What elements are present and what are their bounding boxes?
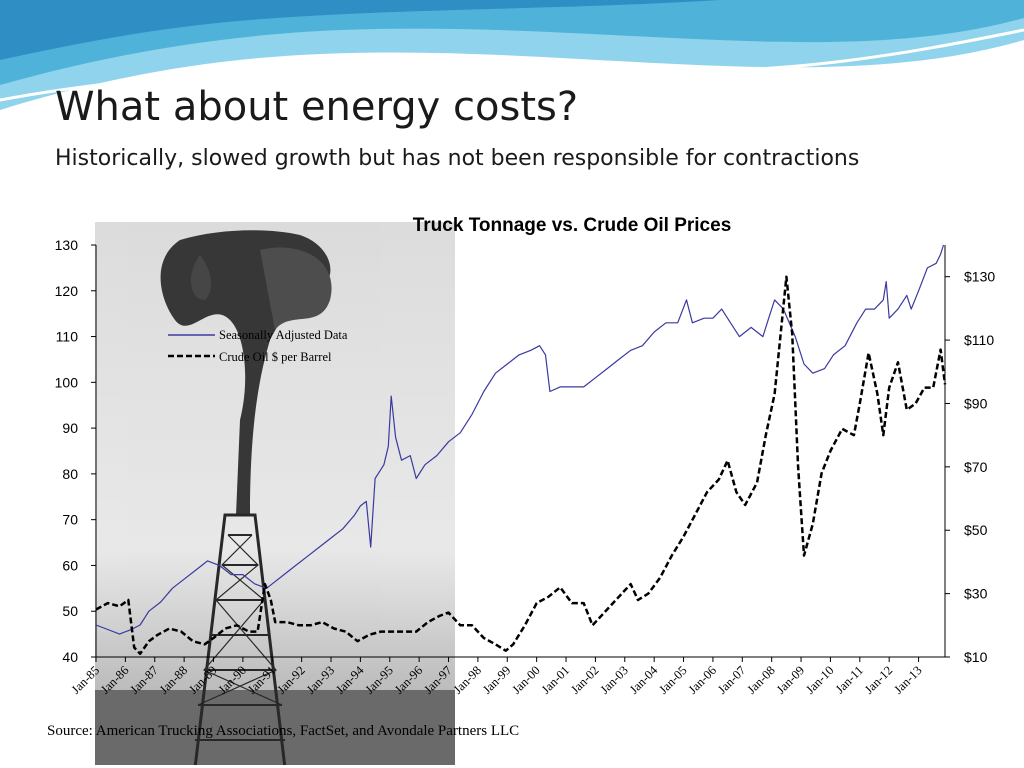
series-line-crude-oil [95,275,947,656]
right-tick-label: $50 [964,522,988,538]
right-tick-label: $110 [964,332,994,348]
header-waves-decoration [0,0,1024,110]
slide-subtitle: Historically, slowed growth but has not … [55,146,860,171]
right-tick-label: $30 [964,586,988,602]
x-tick-label: Jan-99 [480,663,513,696]
x-tick-label: Jan-08 [744,663,777,696]
right-tick-label: $10 [964,649,988,665]
left-tick-label: 110 [56,329,79,345]
x-tick-label: Jan-03 [597,663,630,696]
chart-title: Truck Tonnage vs. Crude Oil Prices [413,215,732,236]
source-note: Source: American Trucking Associations, … [47,723,519,739]
chart-series [95,244,947,656]
x-tick-label: Jan-00 [509,663,542,696]
slide-title: What about energy costs? [55,84,579,130]
left-tick-label: 100 [55,374,79,390]
x-tick-label: Jan-02 [568,663,601,696]
x-tick-label: Jan-04 [627,663,661,697]
x-tick-label: Jan-01 [539,663,572,696]
left-tick-label: 90 [62,420,78,436]
right-tick-label: $130 [964,269,995,285]
legend-label-seasonally-adjusted: Seasonally Adjusted Data [219,328,348,342]
x-tick-label: Jan-10 [803,663,836,696]
left-tick-label: 60 [62,557,78,573]
left-tick-label: 80 [62,466,78,482]
right-tick-label: $70 [964,459,988,475]
left-tick-label: 70 [62,512,78,528]
chart-legend: Seasonally Adjusted Data Crude Oil $ per… [168,328,348,364]
left-tick-label: 120 [55,283,79,299]
x-tick-label: Jan-05 [656,663,689,696]
legend-label-crude-oil: Crude Oil $ per Barrel [219,350,332,364]
x-tick-label: Jan-12 [862,663,895,696]
left-tick-label: 130 [55,237,79,253]
left-tick-label: 50 [62,603,78,619]
truck-tonnage-vs-oil-chart: Truck Tonnage vs. Crude Oil Prices 40 50 6… [47,215,995,765]
left-tick-label: 40 [62,649,78,665]
x-tick-label: Jan-98 [451,663,484,696]
x-tick-label: Jan-09 [774,663,807,696]
x-tick-label: Jan-06 [686,663,719,696]
x-tick-label: Jan-07 [715,663,748,696]
x-tick-label: Jan-11 [833,663,866,696]
x-tick-label: Jan-13 [891,663,924,696]
oil-gusher-background-photo [95,222,455,765]
right-tick-label: $90 [964,395,988,411]
